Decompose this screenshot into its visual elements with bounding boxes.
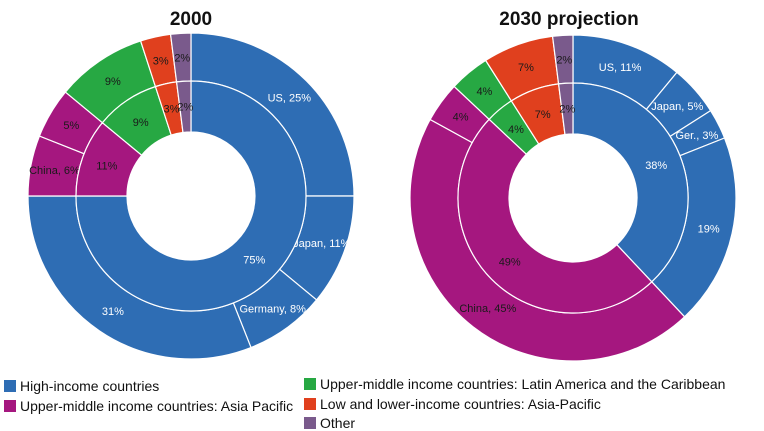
outer-label-china-6: China, 6% [29,165,80,177]
inner-label-2: 2% [559,104,575,116]
outer-label-us-25: US, 25% [268,93,312,105]
inner-label-4: 4% [508,124,524,136]
inner-slice-2 [557,82,574,136]
outer-label-19: 19% [698,223,720,235]
inner-slice-2 [175,80,192,134]
legend-item-low-and-lower-income: Low and lower-income countries: Asia-Pac… [304,396,601,412]
outer-label-us-11: US, 11% [599,62,642,74]
outer-label-31: 31% [102,306,124,318]
donut-2030-projection: US, 11% Japan, 5% Ger., 3% 19% China, 45% 4% 4… [409,34,737,362]
inner-label-49: 49% [499,256,521,268]
legend-swatch-upper-middle-latin-america [304,378,316,390]
outer-label-japan-5: Japan, 5% [651,101,703,113]
outer-label-7: 7% [518,62,534,74]
inner-label-75: 75% [243,254,265,266]
legend-label-high-income: High-income countries [20,378,160,394]
inner-slice-49 [457,118,653,314]
inner-label-3: 3% [164,104,180,116]
legend-swatch-other [304,417,316,429]
legend-item-upper-middle-asia-pacific: Upper-middle income countries: Asia Paci… [4,398,293,414]
donut-charts: 2000 2030 projection US, 25% Japan, 11% Ge… [27,9,737,362]
outer-label-3: 3% [153,55,169,67]
outer-label-2: 2% [556,54,572,66]
inner-label-7: 7% [535,109,551,121]
outer-label-9: 9% [105,76,121,88]
outer-label-china-45: China, 45% [459,303,516,315]
inner-label-38: 38% [645,160,667,172]
donut-2000: US, 25% Japan, 11% Germany, 8% 31% China, 6%… [27,32,355,360]
outer-label-japan-11: Japan, 11% [293,238,351,250]
legend-label-low-and-lower-income: Low and lower-income countries: Asia-Pac… [320,396,601,412]
legend-label-upper-middle-latin-america: Upper-middle income countries: Latin Ame… [320,376,726,392]
legend-swatch-upper-middle-asia-pacific [4,400,16,412]
inner-slice-75 [75,80,307,312]
outer-label-germany-8: Germany, 8% [239,303,306,315]
outer-label-4: 4% [476,86,492,98]
legend-item-other: Other [304,415,355,431]
legend-label-other: Other [320,415,356,431]
outer-label-2: 2% [174,52,190,64]
chart-title-2030-projection: 2030 projection [499,9,638,30]
legend-item-upper-middle-latin-america: Upper-middle income countries: Latin Ame… [304,376,725,392]
legend-label-upper-middle-asia-pacific: Upper-middle income countries: Asia Paci… [20,398,294,414]
legend-swatch-high-income [4,380,16,392]
legend: High-income countries Upper-middle incom… [0,372,764,431]
outer-label-5: 5% [63,120,79,132]
inner-label-11: 11% [96,161,117,173]
inner-slice-38 [572,82,689,283]
inner-label-9: 9% [133,117,149,129]
legend-item-high-income: High-income countries [4,378,159,394]
outer-label-ger-3: Ger., 3% [675,130,718,142]
chart-title-2000: 2000 [170,9,212,30]
outer-label-4: 4% [453,111,469,123]
legend-swatch-low-and-lower-income [304,398,316,410]
inner-label-2: 2% [177,102,193,114]
